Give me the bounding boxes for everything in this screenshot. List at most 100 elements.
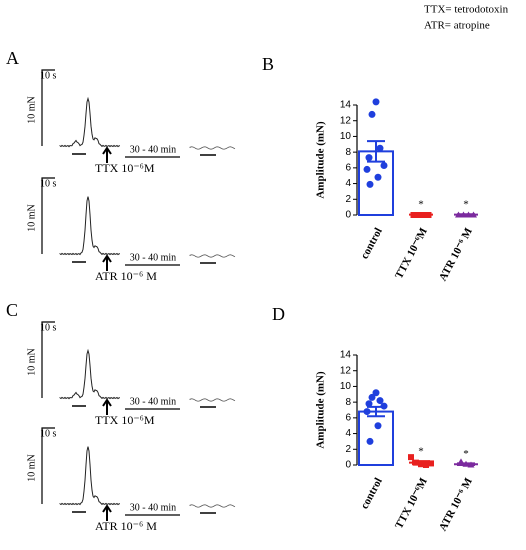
drug-label: TTX 10⁻⁶M [95, 413, 155, 427]
y-tick-label: 6 [345, 412, 351, 423]
y-tick-label: 4 [345, 428, 351, 439]
data-point [455, 211, 462, 218]
y-tick-label: 0 [345, 210, 351, 221]
arrow [102, 254, 112, 271]
data-point [374, 422, 382, 430]
drug-label: TTX 10⁻⁶M [95, 161, 155, 175]
data-point [363, 408, 371, 416]
data-point [462, 460, 470, 467]
x-tick-label: ATR 10⁻⁶ M [437, 475, 475, 533]
significance: * [418, 199, 424, 211]
data-point [465, 211, 472, 218]
y-tick-label: 6 [345, 162, 351, 173]
x-tick-label: control [359, 476, 385, 511]
trace [189, 398, 236, 402]
significance: * [418, 446, 424, 458]
error-bar [367, 140, 385, 163]
interval-label: 30 - 40 min [130, 144, 176, 155]
data-point [366, 180, 374, 188]
y-tick-label: 0 [345, 460, 351, 471]
data-point [365, 154, 373, 162]
arrow [102, 504, 112, 521]
interval-label: 30 - 40 min [130, 396, 176, 407]
y-tick-label: 8 [345, 147, 351, 158]
data-point [467, 461, 475, 468]
data-point [413, 459, 419, 466]
trace [59, 348, 121, 400]
legend-text: TTX= tetrodotoxin [424, 4, 509, 16]
data-point [365, 400, 373, 408]
y-tick-label: 8 [345, 397, 351, 408]
scale-bar [41, 69, 55, 146]
trace [59, 446, 121, 506]
scale-bar [41, 427, 55, 504]
data-point [410, 212, 417, 218]
x-tick-label: TTX 10⁻⁶M [393, 225, 430, 280]
arrow [102, 146, 112, 163]
interval-label: 30 - 40 min [130, 252, 176, 263]
time-scale: 10 s [40, 428, 57, 439]
y-tick-label: 2 [345, 444, 351, 455]
time-scale: 10 s [40, 178, 57, 189]
data-point [368, 393, 376, 401]
data-point [372, 389, 380, 397]
data-point [366, 437, 374, 445]
data-point [372, 98, 380, 106]
y-tick-label: 4 [345, 178, 351, 189]
data-point [415, 212, 422, 218]
trace [59, 196, 121, 256]
data-point [363, 165, 371, 173]
y-tick-label: 2 [345, 194, 351, 205]
data-point [380, 402, 388, 410]
data-point [380, 162, 388, 169]
legend-text: ATR= atropine [424, 20, 490, 32]
drug-label: ATR 10⁻⁶ M [95, 519, 157, 533]
data-point [460, 211, 467, 218]
data-point [376, 144, 384, 152]
trace [189, 146, 236, 150]
data-point [470, 211, 477, 218]
scale-bar [41, 177, 55, 254]
panel-label: B [262, 54, 274, 74]
y-tick-label: 10 [340, 131, 352, 142]
data-point [425, 212, 432, 218]
significance: * [463, 448, 469, 460]
data-point [428, 460, 434, 467]
trace [189, 504, 236, 508]
time-scale: 10 s [40, 322, 57, 333]
y-tick-label: 14 [340, 100, 352, 111]
y-tick-label: 12 [340, 115, 352, 126]
data-point [420, 212, 427, 218]
x-tick-label: ATR 10⁻⁶ M [437, 225, 475, 283]
arrow [102, 398, 112, 415]
panel-label: C [6, 300, 18, 320]
y-axis-label: Amplitude (mN) [315, 121, 327, 199]
force-scale: 10 mN [26, 454, 37, 482]
data-point [368, 110, 376, 118]
interval-label: 30 - 40 min [130, 502, 176, 513]
trace [189, 254, 236, 258]
force-scale: 10 mN [26, 96, 37, 124]
y-tick-label: 12 [340, 365, 352, 376]
y-tick-label: 10 [340, 381, 352, 392]
x-tick-label: TTX 10⁻⁶M [393, 475, 430, 530]
data-point [374, 173, 382, 181]
data-point [408, 454, 414, 461]
trace [59, 96, 121, 148]
data-point [418, 461, 424, 468]
y-axis-label: Amplitude (mN) [315, 371, 327, 449]
force-scale: 10 mN [26, 348, 37, 376]
significance: * [463, 199, 469, 211]
x-tick-label: control [359, 226, 385, 261]
bar [358, 410, 394, 467]
data-point [457, 458, 465, 465]
panel-label: A [6, 48, 19, 68]
scale-bar [41, 321, 55, 398]
panel-label: D [272, 304, 285, 324]
force-scale: 10 mN [26, 204, 37, 232]
data-point [376, 397, 384, 405]
y-tick-label: 14 [340, 350, 352, 361]
data-point [423, 462, 429, 468]
time-scale: 10 s [40, 70, 57, 81]
